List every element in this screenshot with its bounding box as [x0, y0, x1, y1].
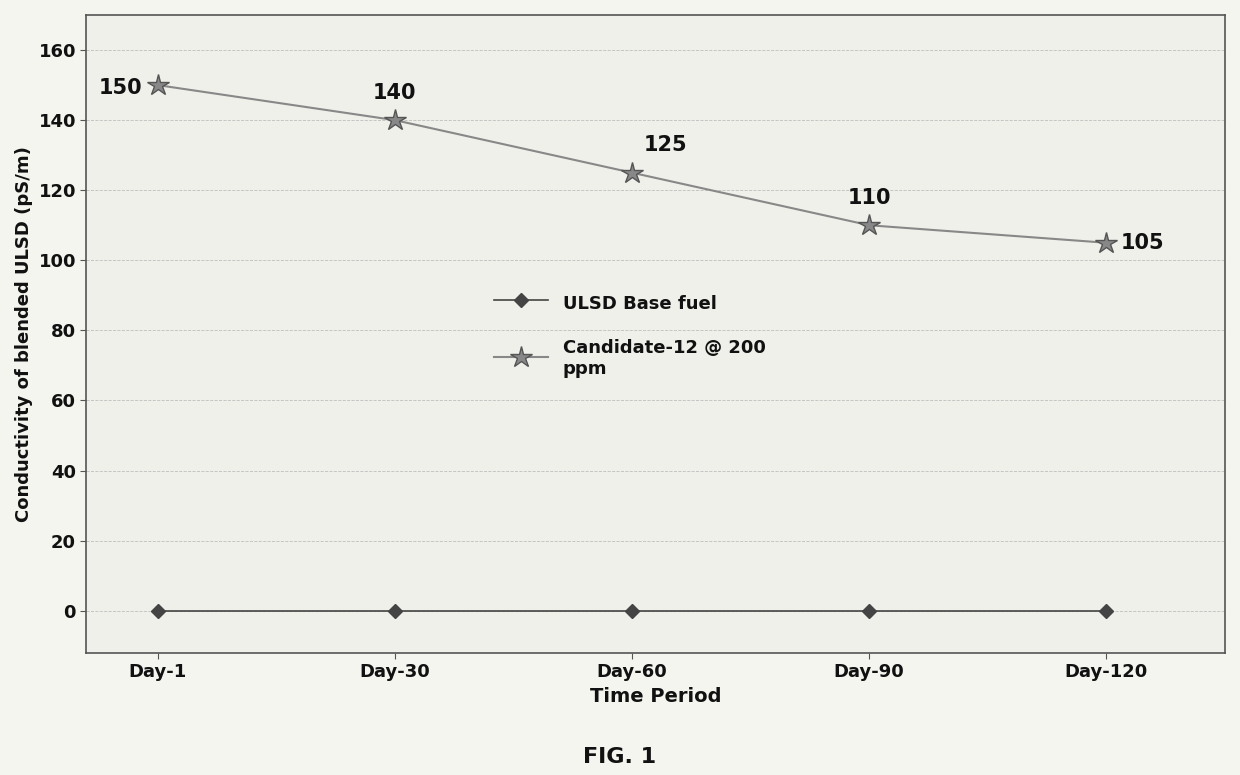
ULSD Base fuel — [625, 606, 640, 615]
Candidate-12 @ 200
ppm — [862, 221, 877, 230]
Legend: ULSD Base fuel, Candidate-12 @ 200
ppm: ULSD Base fuel, Candidate-12 @ 200 ppm — [494, 292, 765, 378]
Text: 110: 110 — [847, 188, 892, 208]
Text: FIG. 1: FIG. 1 — [584, 747, 656, 767]
Candidate-12 @ 200
ppm — [387, 115, 402, 125]
Line: Candidate-12 @ 200
ppm: Candidate-12 @ 200 ppm — [146, 74, 1117, 254]
Line: ULSD Base fuel: ULSD Base fuel — [153, 606, 1111, 615]
Y-axis label: Conductivity of blended ULSD (pS/m): Conductivity of blended ULSD (pS/m) — [15, 146, 33, 522]
Text: 105: 105 — [1121, 232, 1164, 253]
ULSD Base fuel — [862, 606, 877, 615]
Text: 150: 150 — [98, 78, 141, 98]
Candidate-12 @ 200
ppm — [1099, 238, 1114, 247]
ULSD Base fuel — [1099, 606, 1114, 615]
Candidate-12 @ 200
ppm — [625, 168, 640, 177]
Candidate-12 @ 200
ppm — [150, 81, 165, 90]
ULSD Base fuel — [387, 606, 402, 615]
ULSD Base fuel — [150, 606, 165, 615]
X-axis label: Time Period: Time Period — [590, 687, 722, 706]
Text: 140: 140 — [373, 83, 417, 102]
Text: 125: 125 — [644, 135, 687, 155]
